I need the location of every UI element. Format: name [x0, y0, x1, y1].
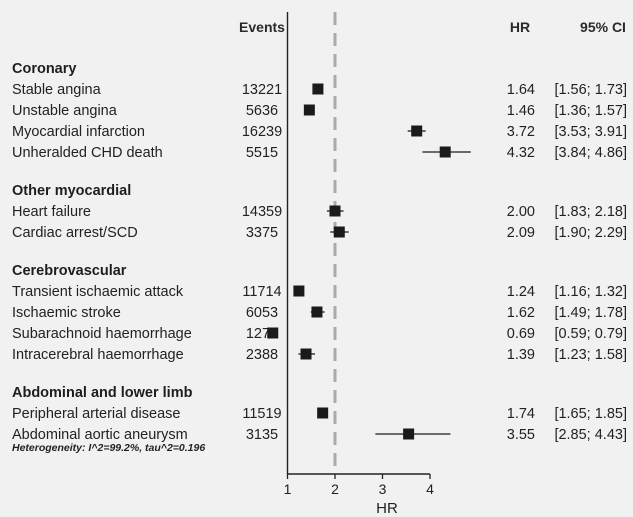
row-label: Abdominal aortic aneurysm [12, 427, 188, 443]
x-tick-label: 2 [331, 481, 339, 497]
row-ci: [1.36; 1.57] [554, 103, 627, 119]
row-ci: [1.49; 1.78] [554, 305, 627, 321]
row-ci: [3.53; 3.91] [554, 124, 627, 140]
row-ci: [0.59; 0.79] [554, 326, 627, 342]
row-ci: [1.16; 1.32] [554, 284, 627, 300]
row-hr: 0.69 [507, 326, 535, 342]
row-events: 5636 [246, 103, 278, 119]
x-tick-label: 1 [284, 481, 292, 497]
row-hr: 1.74 [507, 406, 535, 422]
ci-column-header: 95% CI [580, 19, 626, 35]
row-label: Unstable angina [12, 103, 118, 119]
row-events: 6053 [246, 305, 278, 321]
heterogeneity-note: Heterogeneity: I^2=99.2%, tau^2=0.196 [12, 442, 205, 454]
group-heading: Other myocardial [12, 183, 131, 199]
hr-marker [439, 146, 451, 158]
hr-marker [300, 348, 312, 360]
hr-marker [411, 125, 423, 137]
row-events: 5515 [246, 145, 278, 161]
row-events: 3375 [246, 225, 278, 241]
hr-column-header: HR [510, 19, 530, 35]
x-tick-label: 3 [379, 481, 387, 497]
row-hr: 3.72 [507, 124, 535, 140]
row-label: Subarachnoid haemorrhage [12, 326, 192, 342]
hr-marker [303, 104, 315, 116]
row-events: 14359 [242, 204, 282, 220]
row-label: Heart failure [12, 204, 91, 220]
hr-marker [293, 285, 305, 297]
hr-marker [329, 205, 341, 217]
row-label: Transient ischaemic attack [12, 284, 184, 300]
row-hr: 1.62 [507, 305, 535, 321]
row-hr: 3.55 [507, 427, 535, 443]
x-axis-label: HR [376, 500, 398, 517]
row-ci: [1.90; 2.29] [554, 225, 627, 241]
row-hr: 2.00 [507, 204, 535, 220]
row-ci: [1.56; 1.73] [554, 82, 627, 98]
row-label: Peripheral arterial disease [12, 406, 180, 422]
row-hr: 4.32 [507, 145, 535, 161]
group-heading: Cerebrovascular [12, 263, 127, 279]
row-events: 11519 [242, 406, 281, 422]
hr-marker [403, 428, 415, 440]
row-label: Myocardial infarction [12, 124, 145, 140]
row-ci: [2.85; 4.43] [554, 427, 627, 443]
row-ci: [1.65; 1.85] [554, 406, 627, 422]
group-heading: Coronary [12, 61, 76, 77]
row-hr: 1.24 [507, 284, 535, 300]
row-events: 3135 [246, 427, 278, 443]
row-ci: [1.23; 1.58] [554, 347, 627, 363]
events-column-header: Events [239, 19, 285, 35]
row-label: Stable angina [12, 82, 102, 98]
row-events: 13221 [242, 82, 282, 98]
forest-rows: Coronary Stable angina 13221 1.64 [1.56; 1.7… [12, 61, 627, 454]
hr-marker [311, 306, 323, 318]
hr-marker [317, 407, 329, 419]
row-label: Unheralded CHD death [12, 145, 163, 161]
row-label: Cardiac arrest/SCD [12, 225, 138, 241]
hr-marker [267, 327, 279, 339]
row-label: Intracerebral haemorrhage [12, 347, 184, 363]
hr-marker [312, 83, 324, 95]
row-hr: 2.09 [507, 225, 535, 241]
row-events: 11714 [242, 284, 281, 300]
x-tick-label: 4 [426, 481, 434, 497]
row-hr: 1.46 [507, 103, 535, 119]
row-hr: 1.64 [507, 82, 535, 98]
row-events: 16239 [242, 124, 282, 140]
x-axis-ticks: 1 2 3 4 [284, 474, 434, 497]
row-label: Ischaemic stroke [12, 305, 121, 321]
group-heading: Abdominal and lower limb [12, 385, 193, 401]
hr-marker [333, 226, 345, 238]
row-events: 2388 [246, 347, 278, 363]
row-ci: [3.84; 4.86] [554, 145, 627, 161]
row-ci: [1.83; 2.18] [554, 204, 627, 220]
row-hr: 1.39 [507, 347, 535, 363]
